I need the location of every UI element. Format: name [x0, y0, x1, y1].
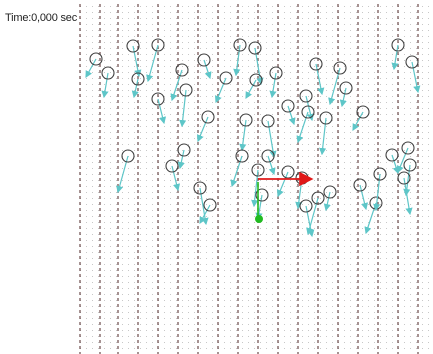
velocity-arrow	[170, 69, 183, 102]
particle	[249, 73, 263, 87]
velocity-arrow	[411, 61, 421, 94]
probe-overlay	[255, 171, 314, 223]
velocity-arrow	[131, 78, 139, 99]
velocity-arrow	[315, 63, 325, 96]
velocity-arrow	[233, 44, 241, 77]
particle	[126, 39, 140, 53]
particle	[251, 163, 265, 177]
particle	[151, 92, 165, 106]
particle	[151, 38, 165, 52]
time-readout: Time:0,000 sec	[4, 12, 78, 24]
particle-layer	[85, 38, 421, 238]
velocity-arrow	[245, 79, 257, 100]
particle	[269, 66, 283, 80]
velocity-arrow	[269, 72, 277, 99]
velocity-arrow	[177, 149, 185, 170]
particle	[89, 52, 103, 66]
velocity-arrow	[239, 119, 247, 152]
velocity-arrow	[396, 147, 409, 174]
velocity-arrow	[403, 164, 411, 197]
particle	[339, 81, 353, 95]
velocity-arrow	[267, 155, 276, 176]
particle	[311, 191, 325, 205]
particle	[397, 171, 411, 185]
particle	[197, 53, 211, 67]
velocity-arrow	[101, 72, 109, 99]
particle	[333, 61, 347, 75]
velocity-arrow	[203, 59, 212, 80]
velocity-arrow	[352, 111, 364, 132]
particle	[401, 141, 415, 155]
particle	[299, 89, 313, 103]
vector-field-grid	[80, 6, 429, 349]
velocity-arrow	[287, 105, 296, 126]
particle	[281, 165, 295, 179]
particle	[299, 199, 313, 213]
particle	[309, 57, 323, 71]
velocity-arrow	[305, 95, 315, 122]
particle	[391, 38, 405, 52]
velocity-arrow	[171, 165, 181, 192]
particle	[179, 83, 193, 97]
particle	[121, 149, 135, 163]
particle	[101, 66, 115, 80]
velocity-arrow	[391, 44, 399, 71]
velocity-arrow	[199, 204, 211, 225]
particle	[261, 114, 275, 128]
velocity-arrow	[359, 184, 369, 211]
vortex-lines	[79, 4, 419, 354]
particle	[356, 105, 370, 119]
velocity-arrow	[230, 155, 243, 188]
particle	[165, 159, 179, 173]
particle	[193, 181, 207, 195]
velocity-arrow	[157, 98, 167, 125]
particle	[248, 41, 262, 55]
particle	[201, 110, 215, 124]
particle	[373, 167, 387, 181]
particle	[203, 198, 217, 212]
velocity-arrow	[132, 45, 142, 78]
particle	[281, 99, 295, 113]
velocity-arrow	[85, 58, 97, 79]
particle	[405, 55, 419, 69]
particle	[385, 148, 399, 162]
particle	[261, 149, 275, 163]
probe-marker	[255, 215, 263, 223]
velocity-arrow	[214, 77, 227, 104]
particle	[219, 71, 233, 85]
particle	[235, 149, 249, 163]
particle	[239, 113, 253, 127]
particle	[319, 111, 333, 125]
particle	[175, 63, 189, 77]
particle	[353, 178, 367, 192]
particle	[255, 188, 269, 202]
particle	[403, 158, 417, 172]
velocity-arrow	[296, 111, 309, 144]
particle	[233, 38, 247, 52]
velocity-arrow	[276, 171, 289, 198]
velocity-arrow	[339, 87, 347, 108]
particle	[301, 105, 315, 119]
velocity-arrow	[323, 191, 331, 212]
particle	[131, 72, 145, 86]
particle	[177, 143, 191, 157]
velocity-arrow	[196, 116, 209, 143]
particle	[323, 185, 337, 199]
